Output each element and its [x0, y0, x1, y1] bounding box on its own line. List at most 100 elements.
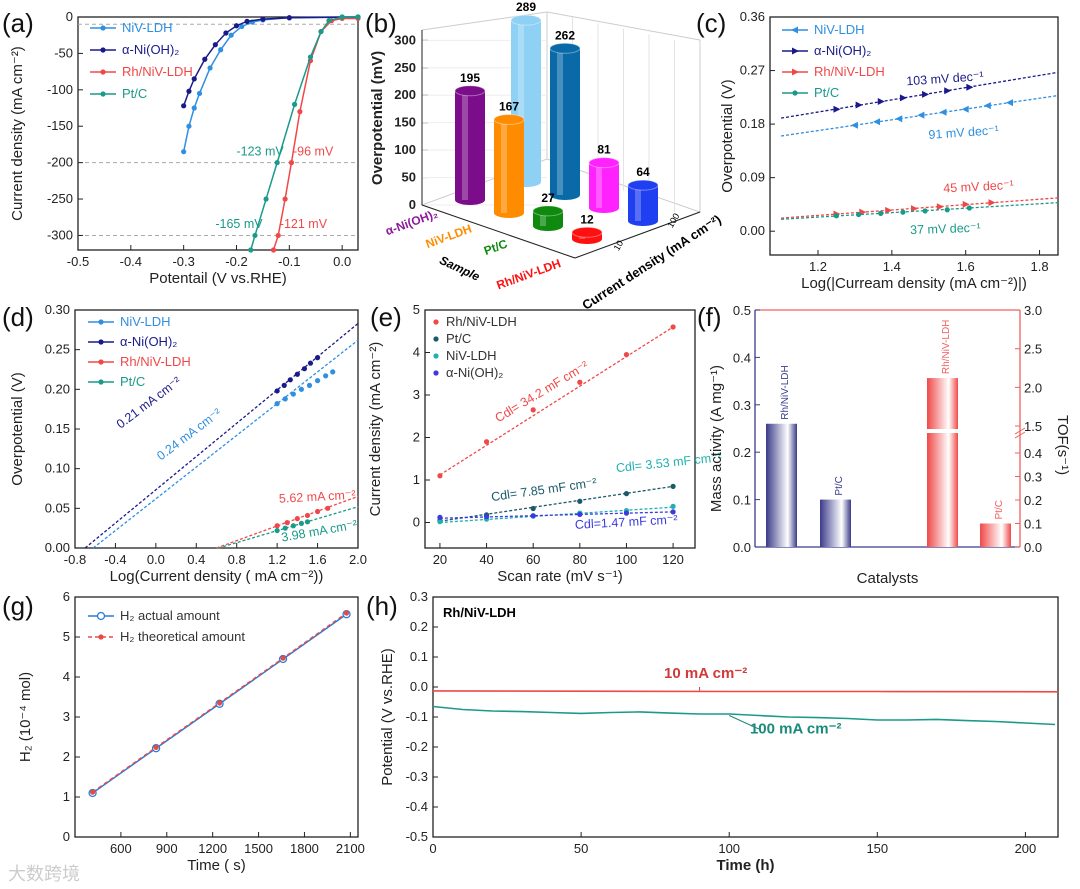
data-point	[314, 508, 321, 515]
y-tick-label: 0.00	[45, 540, 70, 555]
data-point	[292, 101, 298, 107]
y-tick-label: -300	[47, 227, 73, 242]
panel-e: 20 40 60 80 100 120 0 1 2 3 4 5 Scan rate (mV s⁻¹) Cu…	[367, 302, 722, 585]
legend-marker	[433, 353, 439, 359]
y-axis-label: Current density (mA cm⁻²)	[9, 46, 26, 221]
x-tick-label: 2.0	[349, 552, 367, 567]
data-point	[873, 118, 881, 126]
data-point	[983, 102, 991, 110]
legend-label: Pt/C	[122, 86, 147, 101]
bar3d: 12	[571, 212, 603, 244]
bar	[927, 378, 958, 547]
legend-label: α-Ni(OH)₂	[122, 42, 179, 57]
legend-item: Rh/NiV-LDH	[433, 314, 517, 329]
y-tick-label: 6	[63, 589, 70, 604]
x-axis-label: Log(|Curream density (mA cm⁻²)|)	[801, 275, 1027, 292]
current-axis	[574, 211, 701, 259]
data-point	[290, 391, 296, 397]
y-tick-label-right: 0.3	[1024, 470, 1042, 485]
bar-top	[510, 14, 542, 26]
data-point	[239, 23, 245, 30]
data-point	[181, 103, 187, 109]
wall-edge	[546, 11, 701, 41]
x-axis-label: Potentail (V vs.RHE)	[149, 270, 287, 287]
data-point	[181, 149, 187, 155]
bar3d: 81	[588, 143, 620, 213]
annotation: -96 mV	[293, 144, 334, 158]
y-tick-label: 0.00	[740, 223, 765, 238]
bar-highlight	[596, 162, 602, 208]
legend-label: NiV-LDH	[814, 22, 865, 37]
annotation: Cdl=1.47 mF cm⁻²	[575, 513, 678, 532]
legend-item: Rh/NiV-LDH	[90, 64, 193, 79]
data-point	[307, 54, 314, 60]
data-point	[325, 505, 331, 511]
x-tick-label: 0.4	[187, 552, 205, 567]
annotation: -165 mV	[215, 217, 263, 231]
data-point	[287, 377, 293, 383]
x-tick-label: 2100	[336, 841, 365, 856]
panel-label: (b)	[365, 8, 397, 38]
sample-axis-label: Sample	[437, 253, 482, 284]
fit-line	[780, 71, 1059, 119]
y-tick-label: 0.10	[45, 461, 70, 476]
x-tick-label: 1800	[290, 841, 319, 856]
data-point	[623, 352, 630, 358]
data-point	[530, 513, 536, 519]
bar3d: 195	[454, 71, 486, 205]
data-point	[917, 111, 925, 119]
series-line	[272, 17, 358, 251]
y-tick-label: 0.05	[45, 500, 70, 515]
legend-label: NiV-LDH	[446, 348, 497, 363]
annotation: -123 mV	[236, 144, 284, 158]
bar-break-gap	[925, 429, 960, 433]
data-point	[944, 87, 952, 95]
z-axis-label: Overpotential (mV)	[369, 51, 386, 185]
data-point	[670, 509, 676, 515]
fit-line	[439, 326, 674, 476]
data-point	[290, 523, 296, 529]
panel-f: 0.0 0.1 0.2 0.3 0.4 0.5 0.0 0.1 0.2 0.3 0.4 1.5 2.0 2…	[708, 303, 1071, 587]
bar-value-label: 27	[541, 191, 555, 205]
series-3	[437, 509, 676, 521]
panel-label: (g)	[2, 591, 34, 621]
data-point	[196, 90, 203, 97]
bar-top	[532, 205, 564, 217]
data-point	[577, 511, 583, 518]
data-point	[304, 512, 311, 519]
x-tick-label: -0.8	[64, 552, 86, 567]
y-axis-label: Overpotential (V)	[719, 79, 736, 192]
y-axis-label: Overpotential (V)	[9, 372, 26, 485]
data-point	[670, 503, 676, 509]
legend-item: α-Ni(OH)₂	[90, 42, 179, 57]
data-point	[282, 396, 288, 402]
x-tick-label: -0.3	[172, 254, 194, 269]
y-tick-label: 0.1	[733, 493, 751, 508]
legend-item: NiV-LDH	[90, 20, 173, 35]
data-point	[216, 700, 223, 706]
annotation: 91 mV dec⁻¹	[928, 123, 999, 142]
data-point	[437, 519, 443, 525]
legend-item: Pt/C	[88, 374, 145, 389]
bar3d: 64	[627, 165, 659, 226]
data-point	[623, 491, 630, 497]
data-point	[623, 510, 630, 516]
x-tick-label: 1.6	[309, 552, 327, 567]
legend-marker	[792, 68, 799, 76]
current-tick-label: 10	[612, 239, 626, 253]
z-tick-label: 150	[394, 115, 416, 130]
data-point	[318, 28, 324, 35]
legend-marker	[98, 339, 104, 345]
series-1	[432, 705, 1056, 726]
data-point	[833, 213, 840, 219]
bar-top	[588, 157, 620, 169]
sample-label: NiV-LDH	[424, 221, 474, 251]
x-tick-label: 1.8	[1030, 259, 1048, 274]
y-tick-label: 5	[413, 302, 420, 317]
data-point	[274, 523, 280, 529]
bar-label: Pt/C	[834, 476, 845, 495]
y-tick-label: -250	[47, 191, 73, 206]
y-axis-label-right: TOF(s⁻¹)	[1054, 415, 1071, 475]
data-point	[294, 371, 300, 377]
bar-label: Rh/NiV-LDH	[941, 320, 952, 374]
